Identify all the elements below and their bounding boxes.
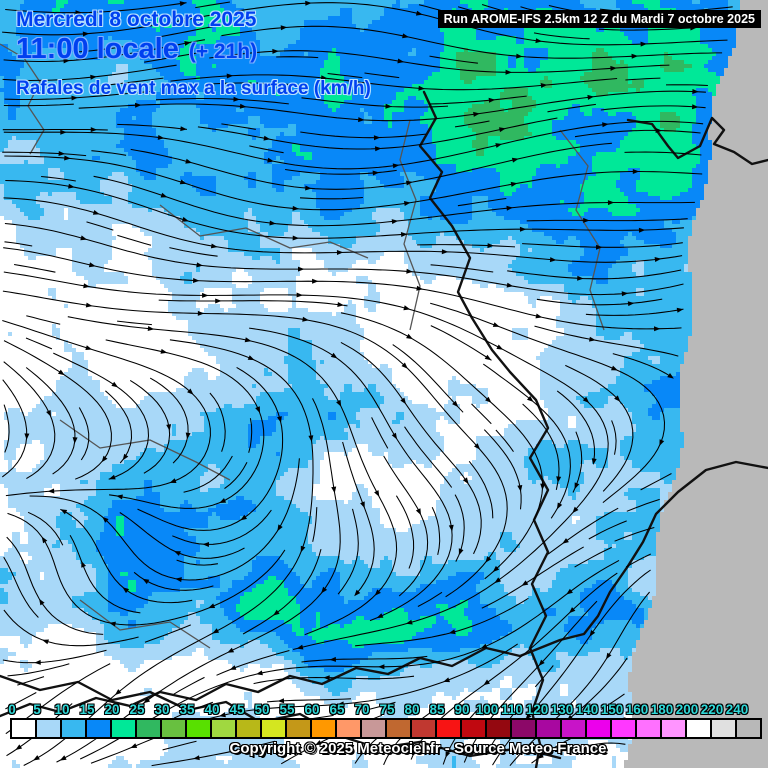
scale-swatch [487,720,510,737]
scale-tick-label: 150 [600,702,624,717]
scale-tick-labels: 0 5 10 15 20 25 30 35 40 45 50 55 60 65 70 75 80 85 90 100 1… [8,702,766,718]
scale-tick-label: 5 [33,702,41,717]
scale-swatch [37,720,60,737]
scale-tick-label: 120 [525,702,549,717]
scale-swatch [112,720,135,737]
scale-swatch [162,720,185,737]
scale-swatch-row [10,718,762,739]
scale-swatch [262,720,285,737]
scale-tick-label: 90 [454,702,470,717]
scale-swatch [187,720,210,737]
scale-swatch [512,720,535,737]
scale-swatch [637,720,660,737]
scale-tick-label: 200 [675,702,699,717]
scale-tick-label: 240 [725,702,749,717]
scale-tick-label: 140 [575,702,599,717]
scale-tick-label: 80 [404,702,420,717]
scale-swatch [612,720,635,737]
scale-tick-label: 60 [304,702,320,717]
scale-tick-label: 220 [700,702,724,717]
scale-tick-label: 160 [625,702,649,717]
scale-swatch [737,720,760,737]
copyright-label: Copyright © 2025 Meteociel.fr - Source M… [229,740,607,757]
scale-tick-label: 50 [254,702,270,717]
scale-tick-label: 130 [550,702,574,717]
scale-swatch [387,720,410,737]
scale-swatch [137,720,160,737]
scale-tick-label: 65 [329,702,345,717]
scale-swatch [312,720,335,737]
scale-tick-label: 25 [129,702,145,717]
scale-swatch [437,720,460,737]
scale-swatch [12,720,35,737]
scale-tick-label: 110 [501,702,523,717]
scale-tick-label: 55 [279,702,295,717]
scale-swatch [87,720,110,737]
scale-tick-label: 10 [54,702,70,717]
scale-tick-label: 45 [229,702,245,717]
scale-swatch [212,720,235,737]
scale-swatch [562,720,585,737]
scale-tick-label: 75 [379,702,395,717]
scale-swatch [662,720,685,737]
wind-streamlines-layer [1,0,733,767]
scale-tick-label: 20 [104,702,120,717]
scale-swatch [687,720,710,737]
scale-swatch [587,720,610,737]
scale-swatch [237,720,260,737]
scale-swatch [712,720,735,737]
scale-swatch [287,720,310,737]
scale-tick-label: 30 [154,702,170,717]
scale-swatch [462,720,485,737]
scale-swatch [362,720,385,737]
scale-swatch [537,720,560,737]
scale-tick-label: 85 [429,702,445,717]
scale-swatch [337,720,360,737]
scale-tick-label: 180 [650,702,674,717]
scale-tick-label: 70 [354,702,370,717]
color-scale: 0 5 10 15 20 25 30 35 40 45 50 55 60 65 70 75 80 85 90 100 1… [8,702,766,739]
scale-tick-label: 100 [475,702,499,717]
scale-swatch [412,720,435,737]
scale-tick-label: 0 [8,702,16,717]
run-info-bar: Run AROME-IFS 2.5km 12 Z du Mardi 7 octo… [437,10,761,28]
scale-tick-label: 40 [204,702,220,717]
scale-swatch [62,720,85,737]
scale-tick-label: 35 [179,702,195,717]
scale-tick-label: 15 [79,702,95,717]
